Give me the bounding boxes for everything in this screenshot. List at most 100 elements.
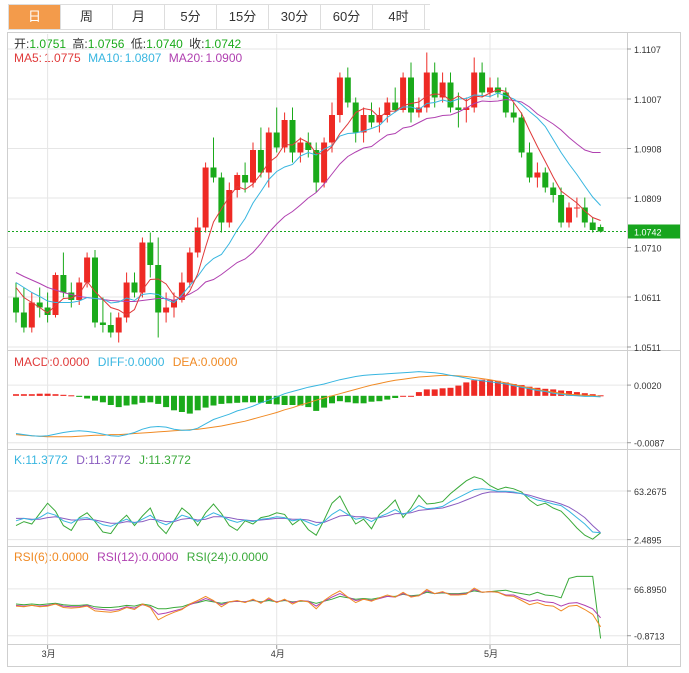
macd-bar	[28, 394, 35, 396]
candle-body	[305, 142, 312, 150]
macd-bar	[313, 395, 320, 411]
macd-bar	[44, 393, 51, 396]
macd-bar	[463, 382, 470, 396]
tab-4hour[interactable]: 4时	[373, 5, 425, 29]
price-tick-label: 1.1107	[634, 45, 661, 55]
tab-15min[interactable]: 15分	[217, 5, 269, 29]
macd-bar	[487, 380, 493, 396]
rsi12-line	[15, 588, 601, 619]
macd-bar	[147, 395, 154, 403]
macd-bar	[281, 395, 288, 405]
diff-line	[15, 371, 601, 437]
macd-bar	[510, 384, 517, 396]
macd-bar	[573, 392, 580, 396]
kdj-k-line	[15, 488, 601, 534]
candle-body	[13, 297, 19, 313]
candle-body	[92, 257, 98, 323]
candle-body	[589, 222, 596, 230]
candle-body	[28, 302, 35, 328]
macd-bar	[581, 393, 588, 396]
candle-body	[487, 87, 493, 93]
macd-bar	[447, 387, 454, 396]
macd-bar	[210, 395, 217, 406]
ma20-line	[15, 98, 601, 302]
candle-body	[289, 120, 296, 153]
tab-30min[interactable]: 30分	[269, 5, 321, 29]
candle-body	[313, 150, 320, 183]
kdj-tick-label: 2.4895	[634, 536, 662, 546]
plot-layer: 1.1107 1.1007 1.0908 1.0809 1.0710 1.0611 1.05…	[8, 34, 680, 659]
rsi6-line	[15, 587, 602, 628]
candle-body	[84, 257, 91, 283]
ma10-line	[15, 92, 601, 304]
price-legend: 开:1.0751 高:1.0756 低:1.0740 收:1.0742 MA5:…	[14, 36, 243, 65]
macd-bar	[368, 395, 375, 402]
tab-month[interactable]: 月	[113, 5, 165, 29]
macd-bar	[273, 395, 280, 405]
candle-body	[321, 142, 328, 183]
candle-body	[329, 115, 335, 143]
candle-body	[36, 302, 43, 308]
candle-body	[439, 82, 446, 98]
candle-body	[123, 282, 130, 318]
candle-body	[463, 107, 470, 110]
macd-bar	[202, 395, 209, 408]
macd-bar	[415, 392, 422, 396]
candle-body	[281, 120, 288, 148]
macd-bar	[178, 395, 185, 412]
candle-body	[597, 227, 604, 232]
svg-text:MACD:0.0000 DIFF:0.000: MACD:0.0000 DIFF:0.0000 DEA:0.0000	[14, 355, 238, 369]
candle-body	[250, 150, 256, 183]
kdj-d-line	[16, 491, 601, 534]
macd-bar	[115, 395, 122, 408]
candle-body	[471, 72, 478, 108]
macd-bar	[163, 395, 170, 408]
panel-frames	[7, 32, 681, 667]
macd-bar	[542, 388, 549, 396]
kdj-tick-label: 63.2675	[634, 487, 667, 497]
macd-bar	[99, 395, 106, 403]
macd-bar	[131, 395, 138, 405]
candle-body	[115, 317, 122, 333]
macd-bar	[479, 379, 486, 396]
macd-bar	[84, 395, 91, 399]
candle-body	[479, 72, 486, 93]
last-price-label: 1.0742	[634, 228, 662, 238]
tab-day[interactable]: 日	[9, 5, 61, 29]
candle-body	[368, 115, 375, 123]
macd-bar	[329, 395, 335, 404]
last-price-tag	[628, 224, 680, 239]
x-tick-label: 4月	[271, 649, 285, 659]
kdj-legend: K:11.3772 D:11.3772 J:11.3772	[14, 453, 191, 467]
price-tick-label: 1.0611	[634, 293, 661, 303]
macd-bar	[360, 395, 367, 404]
x-tick-label: 5月	[484, 649, 498, 659]
macd-bar	[518, 385, 525, 396]
macd-bar	[336, 395, 343, 402]
price-tick-label: 1.0511	[634, 343, 661, 353]
timeframe-tabs: 日 周 月 5分 15分 30分 60分 4时	[8, 4, 430, 30]
candle-body	[566, 207, 572, 223]
candle-body	[52, 275, 59, 315]
macd-bar	[36, 393, 43, 396]
outer-frame	[7, 32, 681, 667]
candle-body	[68, 292, 75, 300]
tab-5min[interactable]: 5分	[165, 5, 217, 29]
tab-60min[interactable]: 60分	[321, 5, 373, 29]
macd-bar	[550, 389, 557, 396]
candle-body	[147, 242, 154, 265]
macd-bar	[107, 395, 114, 405]
rsi24-line	[15, 575, 602, 639]
macd-bar	[321, 395, 328, 408]
candle-body	[60, 275, 67, 293]
macd-bar	[439, 388, 446, 396]
macd-bar	[423, 389, 430, 396]
tab-week[interactable]: 周	[61, 5, 113, 29]
candle-body	[257, 150, 264, 173]
candle-body	[502, 92, 509, 113]
candle-body	[542, 172, 549, 188]
macd-bar	[589, 394, 596, 396]
candle-body	[558, 195, 565, 223]
candle-body	[352, 102, 359, 133]
